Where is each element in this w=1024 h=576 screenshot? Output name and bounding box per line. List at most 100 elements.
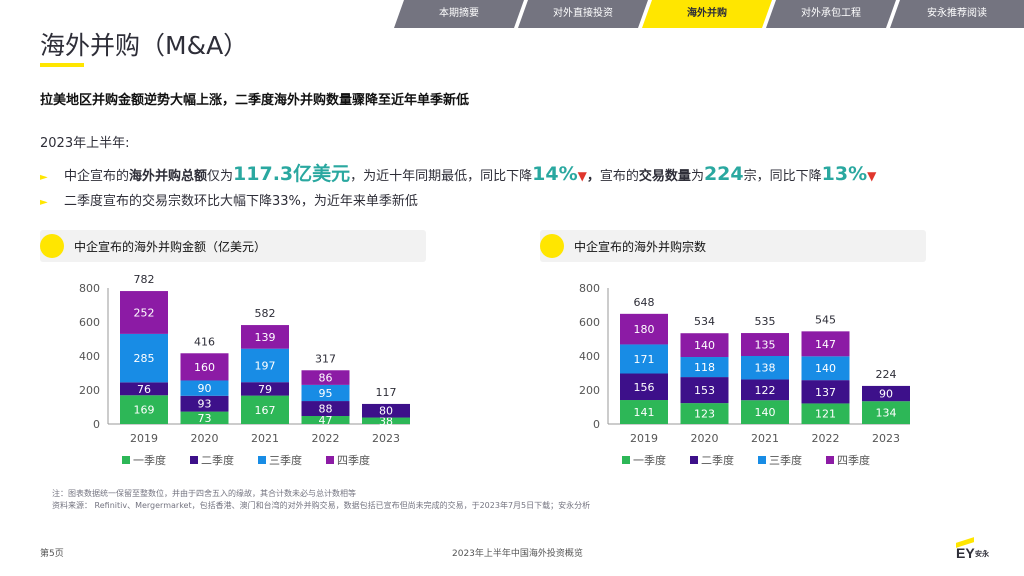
bullet1-text-7: 为 <box>690 169 704 184</box>
bar-segment <box>180 411 229 424</box>
legend-swatch <box>690 456 698 464</box>
bar-segment <box>301 416 350 424</box>
amount-chart-header: 中企宣布的海外并购金额（亿美元） <box>40 230 426 262</box>
bar-segment <box>120 333 168 383</box>
bar-segment <box>741 333 789 356</box>
legend-label: 四季度 <box>337 453 370 467</box>
bar-value-label: 76 <box>137 383 151 396</box>
page-number: 第5页 <box>40 549 64 559</box>
bullet2-text: 二季度宣布的交易宗数环比大幅下降33%，为近年来单季新低 <box>64 194 418 209</box>
top-nav: 本期摘要 对外直接投资 海外并购 对外承包工程 安永推荐阅读 <box>394 0 1024 28</box>
deal-count-value: 224 <box>703 163 744 185</box>
x-tick-label: 2020 <box>691 432 719 445</box>
y-tick-label: 200 <box>79 384 100 397</box>
legend-label: 二季度 <box>701 453 734 467</box>
bar-segment <box>180 380 229 396</box>
bar-segment <box>120 395 168 424</box>
y-tick-label: 0 <box>593 418 600 431</box>
bullet1-separator: ， <box>586 169 600 184</box>
bar-segment <box>301 370 350 385</box>
legend-swatch <box>326 456 334 464</box>
headline: 拉美地区并购金额逆势大幅上涨，二季度海外并购数量骤降至近年单季新低 <box>40 93 470 108</box>
bar-value-label: 252 <box>134 306 155 319</box>
y-tick-label: 600 <box>579 316 600 329</box>
y-tick-label: 400 <box>579 350 600 363</box>
bar-segment <box>862 401 910 424</box>
bar-total-label: 224 <box>876 368 897 381</box>
tab-summary[interactable]: 本期摘要 <box>394 0 524 28</box>
bullet1-text-2: 海外并购总额 <box>129 169 208 184</box>
bar-value-label: 140 <box>694 339 715 352</box>
y-tick-label: 800 <box>79 282 100 295</box>
bar-value-label: 90 <box>198 382 212 395</box>
bullet-total-amount: ► 中企宣布的海外并购总额仅为117.3亿美元，为近十年同期最低，同比下降14%▼… <box>40 159 876 186</box>
bar-value-label: 147 <box>815 338 836 351</box>
bar-value-label: 86 <box>319 372 333 385</box>
bar-value-label: 90 <box>879 388 893 401</box>
count-chart-title: 中企宣布的海外并购宗数 <box>574 240 707 254</box>
bar-total-label: 648 <box>634 296 655 309</box>
logo-ey-text: EY <box>956 545 975 561</box>
bar-segment <box>362 417 410 424</box>
yellow-dot-icon <box>40 234 64 258</box>
bar-value-label: 139 <box>255 331 276 344</box>
bar-total-label: 582 <box>255 307 276 320</box>
bar-value-label: 169 <box>134 404 155 417</box>
y-tick-label: 200 <box>579 384 600 397</box>
bar-value-label: 285 <box>134 352 155 365</box>
tab-outward-fdi[interactable]: 对外直接投资 <box>518 0 648 28</box>
bar-value-label: 121 <box>815 408 836 421</box>
logo-cn-text: 安永 <box>975 550 989 558</box>
bar-segment <box>241 382 289 396</box>
bar-segment <box>741 400 789 424</box>
bar-segment <box>180 353 229 381</box>
bar-segment <box>801 403 850 424</box>
bar-value-label: 160 <box>194 361 215 374</box>
legend-swatch <box>122 456 130 464</box>
bar-value-label: 47 <box>319 414 333 427</box>
bar-segment <box>620 400 668 424</box>
x-tick-label: 2022 <box>812 432 840 445</box>
bar-total-label: 545 <box>815 313 836 326</box>
legend-swatch <box>258 456 266 464</box>
x-tick-label: 2020 <box>191 432 219 445</box>
period-label: 2023年上半年: <box>40 136 130 151</box>
bar-segment <box>620 344 668 374</box>
yellow-dot-icon <box>540 234 564 258</box>
x-tick-label: 2019 <box>630 432 658 445</box>
bar-value-label: 140 <box>815 362 836 375</box>
bar-segment <box>801 356 850 381</box>
bar-segment <box>120 382 168 396</box>
bar-value-label: 80 <box>379 405 393 418</box>
bar-value-label: 167 <box>255 404 276 417</box>
tab-recommended-reading[interactable]: 安永推荐阅读 <box>890 0 1024 28</box>
bar-value-label: 197 <box>255 359 276 372</box>
bar-segment <box>301 384 350 402</box>
bar-total-label: 782 <box>134 273 155 286</box>
y-tick-label: 800 <box>579 282 600 295</box>
bar-segment <box>680 333 729 358</box>
title-underline <box>40 63 84 67</box>
count-chart-header: 中企宣布的海外并购宗数 <box>540 230 926 262</box>
legend-label: 二季度 <box>201 453 234 467</box>
tab-overseas-ma[interactable]: 海外并购 <box>642 0 772 28</box>
bar-value-label: 118 <box>694 361 715 374</box>
ey-logo: EY 安永 <box>956 537 996 564</box>
bar-segment <box>680 403 729 424</box>
amount-decline-value: 14% <box>532 163 578 185</box>
bullet-marker-icon: ► <box>40 172 48 183</box>
tab-contracting[interactable]: 对外承包工程 <box>766 0 896 28</box>
bullet1-text-5: 宣布的 <box>599 169 639 184</box>
x-tick-label: 2019 <box>130 432 158 445</box>
down-arrow-icon: ▼ <box>867 169 877 183</box>
bar-total-label: 117 <box>376 386 397 399</box>
bar-total-label: 416 <box>194 335 215 348</box>
bar-value-label: 180 <box>634 323 655 336</box>
count-chart: 0 200 400 600 800 141 156 171 180 648 2019 123 153 11… <box>540 270 950 470</box>
down-arrow-icon: ▼ <box>577 169 587 183</box>
bar-segment <box>680 357 729 378</box>
x-tick-label: 2023 <box>372 432 400 445</box>
count-chart-svg: 0 200 400 600 800 141 156 171 180 648 2019 123 153 11… <box>579 282 910 467</box>
count-decline-value: 13% <box>821 163 868 185</box>
